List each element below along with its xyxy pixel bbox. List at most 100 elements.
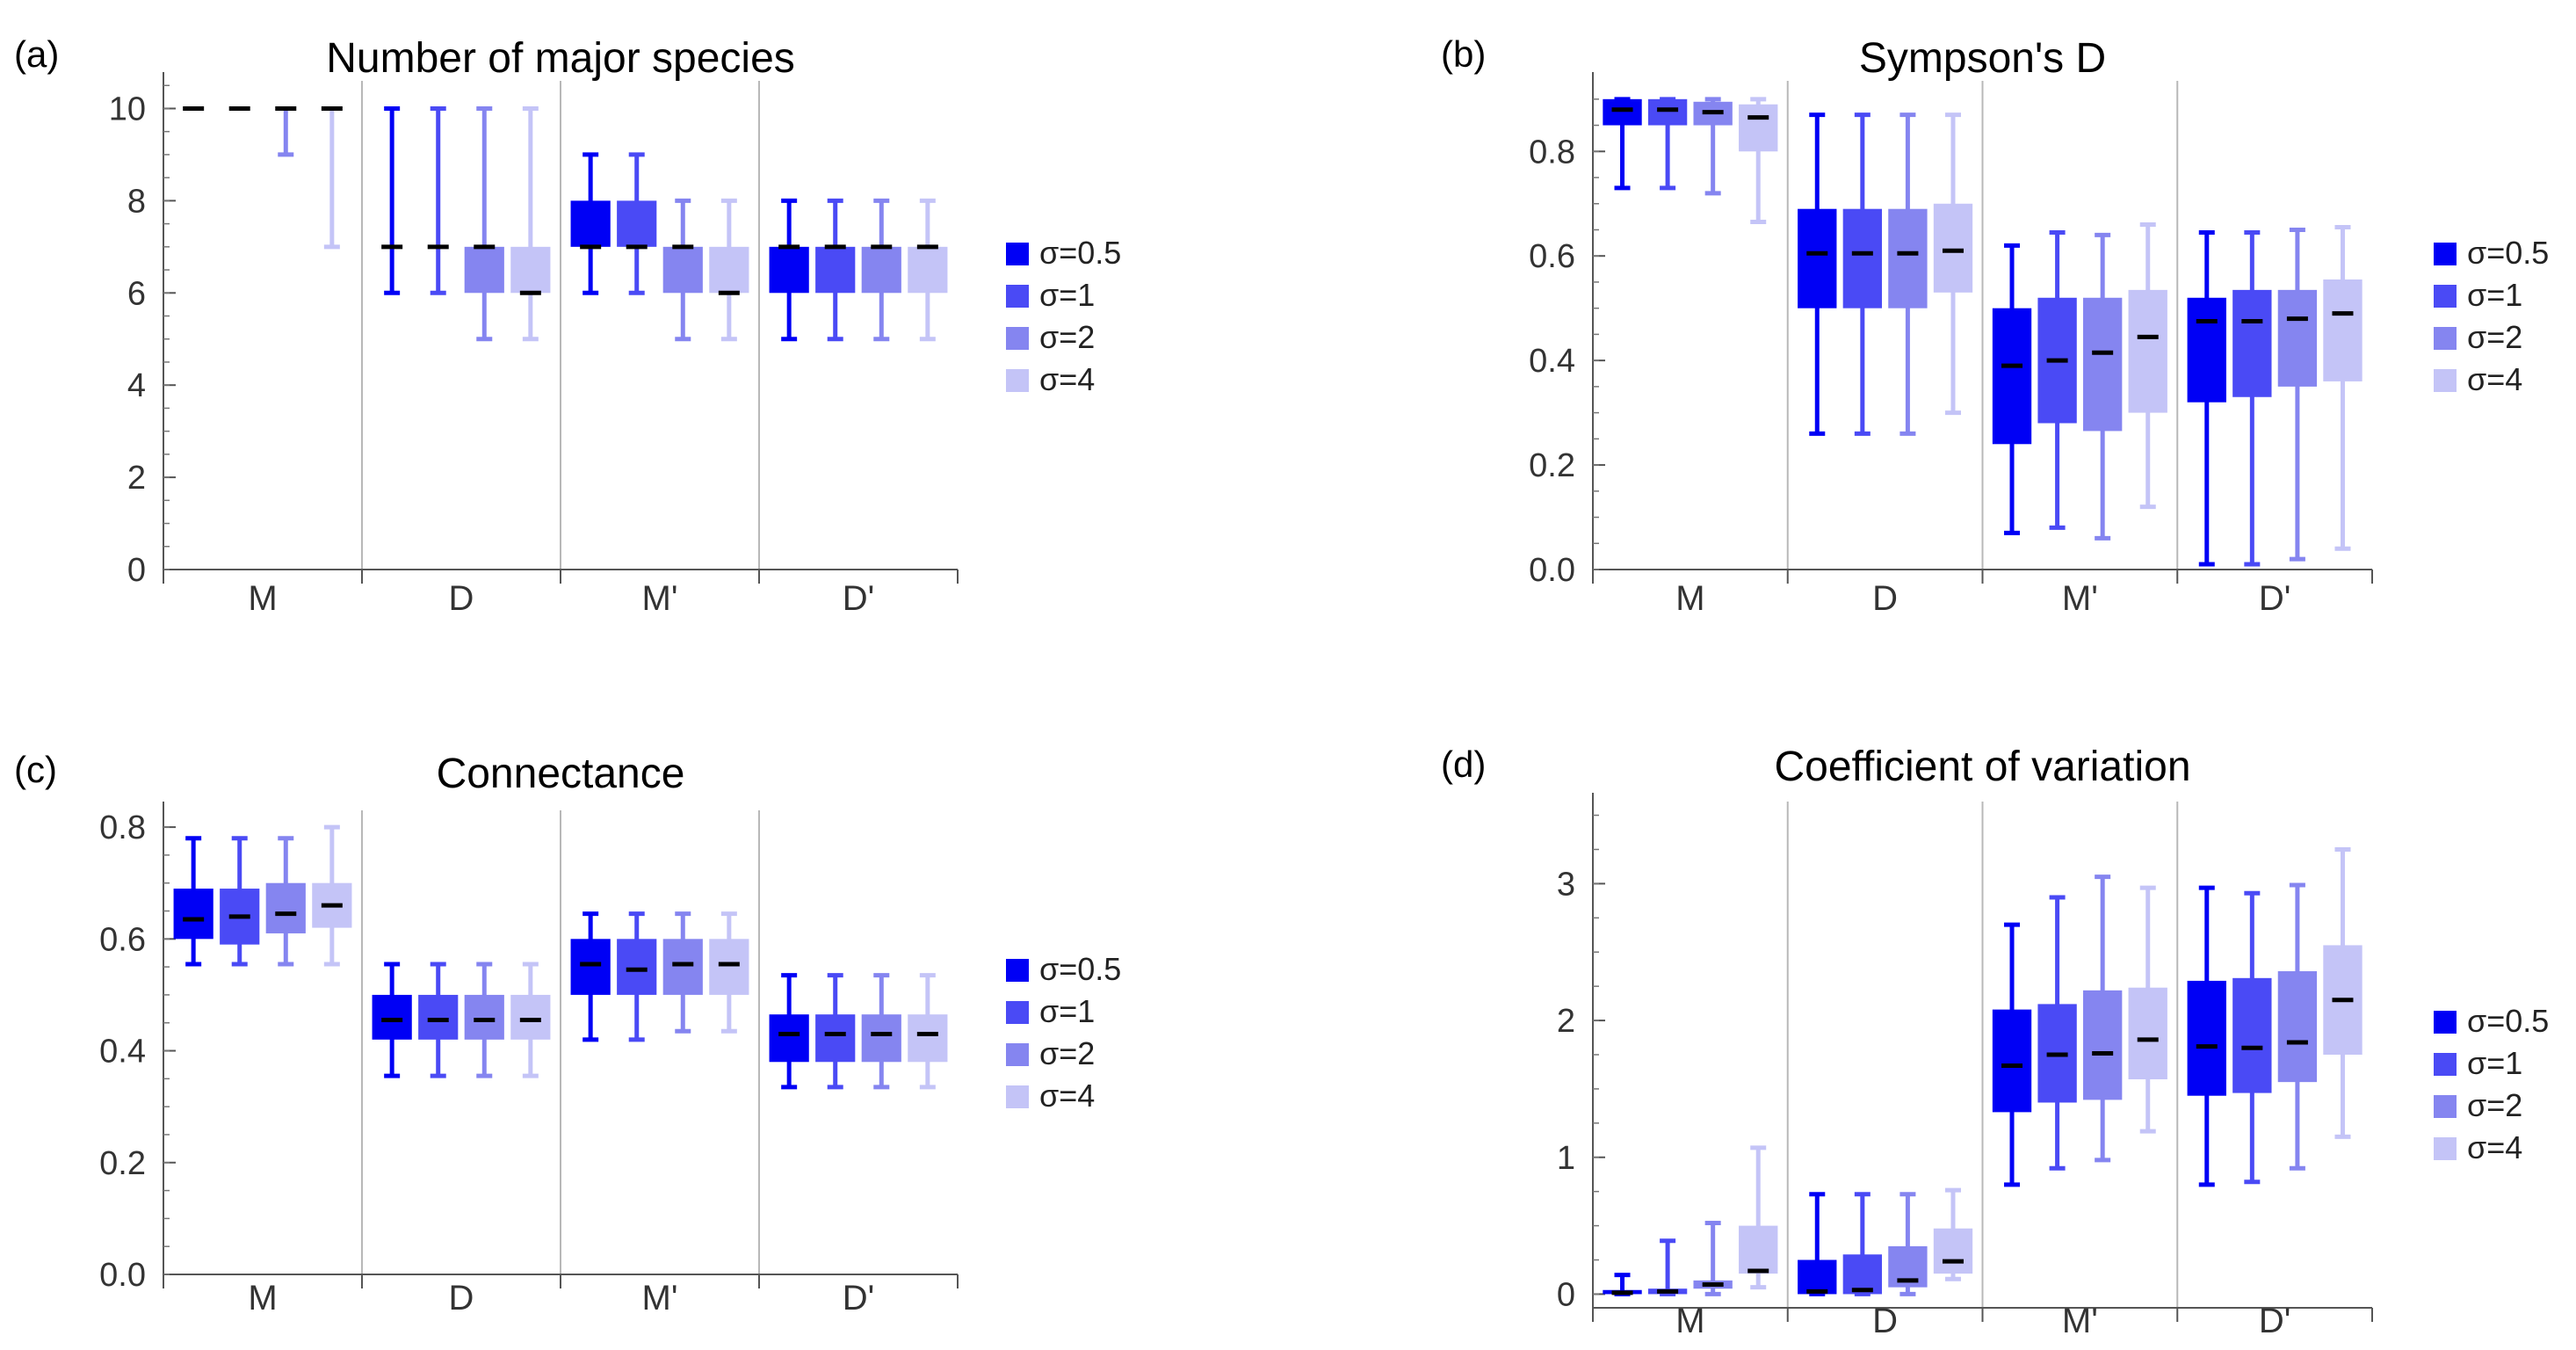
box-plot [381,105,403,295]
y-tick-label: 0.6 [99,921,146,958]
box-plot [570,911,611,1042]
box-plot [1739,1145,1778,1290]
box-plot [2187,885,2226,1187]
box-plot [321,105,343,250]
box-plot [2277,882,2318,1171]
box-plot [2128,885,2167,1134]
box-plot [173,836,213,967]
box-plot [1992,243,2032,535]
box-plot [2187,229,2226,567]
legend-swatch [2434,243,2457,265]
legend-label: σ=0.5 [2467,235,2549,271]
box [861,246,901,294]
box [570,939,611,995]
box-plot [1798,112,1837,436]
box-plot [1647,1238,1688,1296]
box-plot [861,198,901,342]
legend-label: σ=4 [2467,1129,2522,1165]
legend-swatch [1006,327,1029,350]
box [1842,1254,1883,1295]
box [709,246,749,294]
box-plot [1842,112,1883,436]
legend-swatch [2434,285,2457,308]
x-category-label: M [248,1279,277,1317]
box-plot [1603,1273,1642,1296]
legend-label: σ=0.5 [2467,1003,2549,1039]
box [1992,308,2032,445]
box-plot [617,911,657,1042]
box-plot [1933,1187,1973,1281]
y-tick-label: 0.6 [1529,238,1575,275]
box-plot [662,911,703,1034]
box [570,200,611,247]
y-tick-label: 0.2 [99,1145,146,1182]
legend-label: σ=2 [1039,1035,1095,1071]
box-plot [908,198,948,342]
box [2128,289,2167,413]
chart-title: Coefficient of variation [1774,744,2190,790]
legend-swatch [2434,369,2457,392]
box-plot [1992,922,2032,1187]
box [1798,208,1837,308]
box [2187,980,2226,1096]
box [1739,104,1778,152]
box [709,939,749,995]
legend-swatch [1006,1001,1029,1024]
legend: σ=0.5 σ=1 σ=2 σ=4 [1006,951,1121,1114]
box [815,1014,856,1063]
y-tick-label: 0 [1557,1276,1575,1313]
panel-label: (a) [14,33,59,75]
box-plot [769,973,809,1090]
legend-swatch [1006,959,1029,982]
legend-label: σ=0.5 [1039,951,1121,987]
box [815,246,856,294]
box [173,889,213,940]
box [662,246,703,294]
legend-swatch [2434,1011,2457,1034]
box-plot [265,836,306,967]
legend-swatch [1006,1085,1029,1108]
panel-label: (d) [1441,744,1486,785]
legend-label: σ=1 [1039,993,1095,1029]
box-plot [1647,97,1688,191]
box [2128,987,2167,1080]
box-plot [312,824,352,967]
box [1933,203,1973,293]
y-tick-label: 0.8 [99,809,146,846]
box [372,994,412,1040]
box [464,994,504,1040]
box-plot [1693,1220,1733,1296]
box [1888,208,1928,308]
box [617,200,657,247]
y-tick-label: 0.8 [1529,134,1575,171]
box-plot [1888,1192,1928,1296]
chart-title: Sympson's D [1859,35,2106,82]
x-category-label: D [1872,579,1898,618]
box-plot [769,198,809,342]
box [861,1014,901,1063]
y-tick-label: 8 [127,183,146,220]
box-plot [908,973,948,1090]
box-plot [2232,229,2272,567]
legend-label: σ=1 [2467,277,2522,313]
x-category-label: M [1675,579,1704,618]
x-category-label: M' [2062,1302,2098,1340]
box [1798,1259,1837,1295]
y-tick-label: 3 [1557,866,1575,903]
box-plot [418,962,459,1078]
panel-label: (b) [1441,33,1486,75]
y-tick-label: 6 [127,275,146,312]
box [1933,1228,1973,1274]
box [2232,977,2272,1093]
box-plot [275,105,297,157]
y-tick-label: 0.2 [1529,447,1575,484]
box [2277,971,2318,1083]
box [1739,1225,1778,1274]
box-plot [2082,875,2123,1163]
box-plot [1739,97,1778,225]
box-plot [2323,846,2363,1139]
box-plot [1933,112,1973,416]
box-plot [2128,222,2167,510]
x-category-label: M [1675,1302,1704,1340]
box-plot [2037,229,2077,530]
